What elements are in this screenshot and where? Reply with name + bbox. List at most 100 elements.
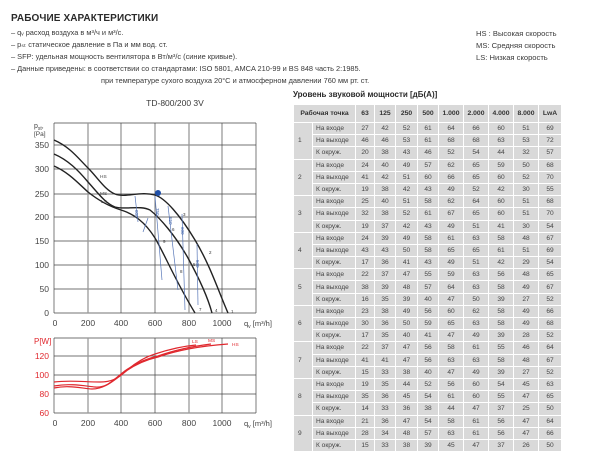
operating-point-number: 4 xyxy=(294,232,312,269)
row-label: К окруж. xyxy=(313,147,355,159)
table-cell: 49 xyxy=(514,305,538,317)
table-cell: 50 xyxy=(396,318,417,330)
svg-text:800: 800 xyxy=(134,210,139,218)
header-125: 125 xyxy=(375,105,395,122)
table-cell: 27 xyxy=(356,123,374,135)
row-label: На входе xyxy=(313,305,355,317)
row-label: На выходе xyxy=(313,244,355,257)
table-cell: 61 xyxy=(464,342,488,354)
table-cell: 54 xyxy=(489,378,513,391)
table-cell: 51 xyxy=(514,123,538,135)
description-line-standards: – Данные приведены: в соответствии со ст… xyxy=(11,64,361,73)
table-cell: 43 xyxy=(396,147,417,159)
table-row: К окруж. 20 38 43 46 52 54 44 32 57 xyxy=(294,147,561,159)
table-cell: 30 xyxy=(514,220,538,232)
svg-text:300: 300 xyxy=(35,164,49,174)
table-cell: 42 xyxy=(396,220,417,232)
curve-ls xyxy=(53,165,196,314)
table-cell: 68 xyxy=(464,135,488,147)
header-2000: 2.000 xyxy=(464,105,488,122)
table-cell: 35 xyxy=(375,330,395,342)
table-cell: 54 xyxy=(539,257,561,269)
table-cell: 67 xyxy=(539,354,561,366)
table-cell: 41 xyxy=(356,171,374,183)
svg-text:60: 60 xyxy=(40,408,50,418)
svg-text:50: 50 xyxy=(40,284,50,294)
table-header-row: Рабочая точка 63 125 250 500 1.000 2.000… xyxy=(294,105,561,122)
table-cell: 57 xyxy=(418,427,438,439)
table-cell: 56 xyxy=(489,415,513,427)
table-cell: 54 xyxy=(418,415,438,427)
table-cell: 56 xyxy=(418,305,438,317)
row-label: К окруж. xyxy=(313,183,355,196)
row-label: На выходе xyxy=(313,391,355,403)
svg-text:350: 350 xyxy=(35,140,49,150)
row-label: К окруж. xyxy=(313,403,355,415)
svg-text:600: 600 xyxy=(180,227,185,235)
table-cell: 37 xyxy=(375,220,395,232)
svg-text:750: 750 xyxy=(155,208,160,216)
table-cell: 65 xyxy=(539,391,561,403)
svg-text:600: 600 xyxy=(148,318,162,328)
table-cell: 60 xyxy=(489,123,513,135)
svg-text:250: 250 xyxy=(35,189,49,199)
table-cell: 20 xyxy=(356,147,374,159)
row-label: На входе xyxy=(313,159,355,171)
row-label: На входе xyxy=(313,269,355,281)
table-cell: 60 xyxy=(464,391,488,403)
table-cell: 48 xyxy=(514,269,538,281)
table-cell: 38 xyxy=(375,147,395,159)
table-cell: 33 xyxy=(375,403,395,415)
svg-text:1000: 1000 xyxy=(213,418,232,428)
header-1000: 1.000 xyxy=(439,105,463,122)
table-cell: 47 xyxy=(396,354,417,366)
pressure-x-label: qv [m³/h] xyxy=(244,319,272,330)
table-cell: 63 xyxy=(464,354,488,366)
table-cell: 60 xyxy=(489,196,513,208)
table-cell: 52 xyxy=(439,147,463,159)
table-cell: 64 xyxy=(439,123,463,135)
pressure-y-ticks: 0 50 100 150 200 250 300 350 xyxy=(35,140,49,318)
operating-point-number: 5 xyxy=(294,269,312,305)
table-cell: 63 xyxy=(539,378,561,391)
table-cell: 59 xyxy=(439,269,463,281)
table-cell: 58 xyxy=(418,196,438,208)
table-cell: 38 xyxy=(375,208,395,220)
table-cell: 47 xyxy=(514,415,538,427)
table-cell: 58 xyxy=(489,232,513,244)
table-cell: 17 xyxy=(356,330,374,342)
table-cell: 23 xyxy=(356,305,374,317)
table-row: К окруж. 15 33 38 40 47 49 39 27 52 xyxy=(294,366,561,378)
table-cell: 61 xyxy=(439,391,463,403)
table-cell: 50 xyxy=(539,403,561,415)
row-label: К окруж. xyxy=(313,293,355,305)
table-cell: 65 xyxy=(439,244,463,257)
table-cell: 49 xyxy=(439,183,463,196)
row-label: К окруж. xyxy=(313,257,355,269)
table-cell: 35 xyxy=(375,293,395,305)
svg-text:400: 400 xyxy=(114,418,128,428)
pressure-grid xyxy=(53,122,257,314)
table-cell: 51 xyxy=(514,244,538,257)
pressure-x-ticks: 0 200 400 600 800 1000 xyxy=(53,318,232,328)
table-cell: 32 xyxy=(514,147,538,159)
table-cell: 42 xyxy=(489,257,513,269)
table-cell: 26 xyxy=(514,439,538,452)
table-cell: 40 xyxy=(418,366,438,378)
table-cell: 47 xyxy=(396,269,417,281)
table-row: К окруж. 19 38 42 43 49 52 42 30 55 xyxy=(294,183,561,196)
table-cell: 63 xyxy=(464,281,488,293)
table-cell: 59 xyxy=(418,318,438,330)
table-cell: 24 xyxy=(356,159,374,171)
table-cell: 15 xyxy=(356,439,374,452)
table-cell: 48 xyxy=(514,232,538,244)
power-label-ls: LS xyxy=(192,339,198,345)
table-cell: 72 xyxy=(539,135,561,147)
row-label: На входе xyxy=(313,123,355,135)
svg-text:8: 8 xyxy=(180,269,183,274)
table-cell: 19 xyxy=(356,220,374,232)
table-row: 9 На входе 21 36 47 54 58 61 56 47 64 xyxy=(294,415,561,452)
table-cell: 42 xyxy=(375,123,395,135)
table-cell: 58 xyxy=(489,305,513,317)
svg-text:6: 6 xyxy=(172,227,175,232)
